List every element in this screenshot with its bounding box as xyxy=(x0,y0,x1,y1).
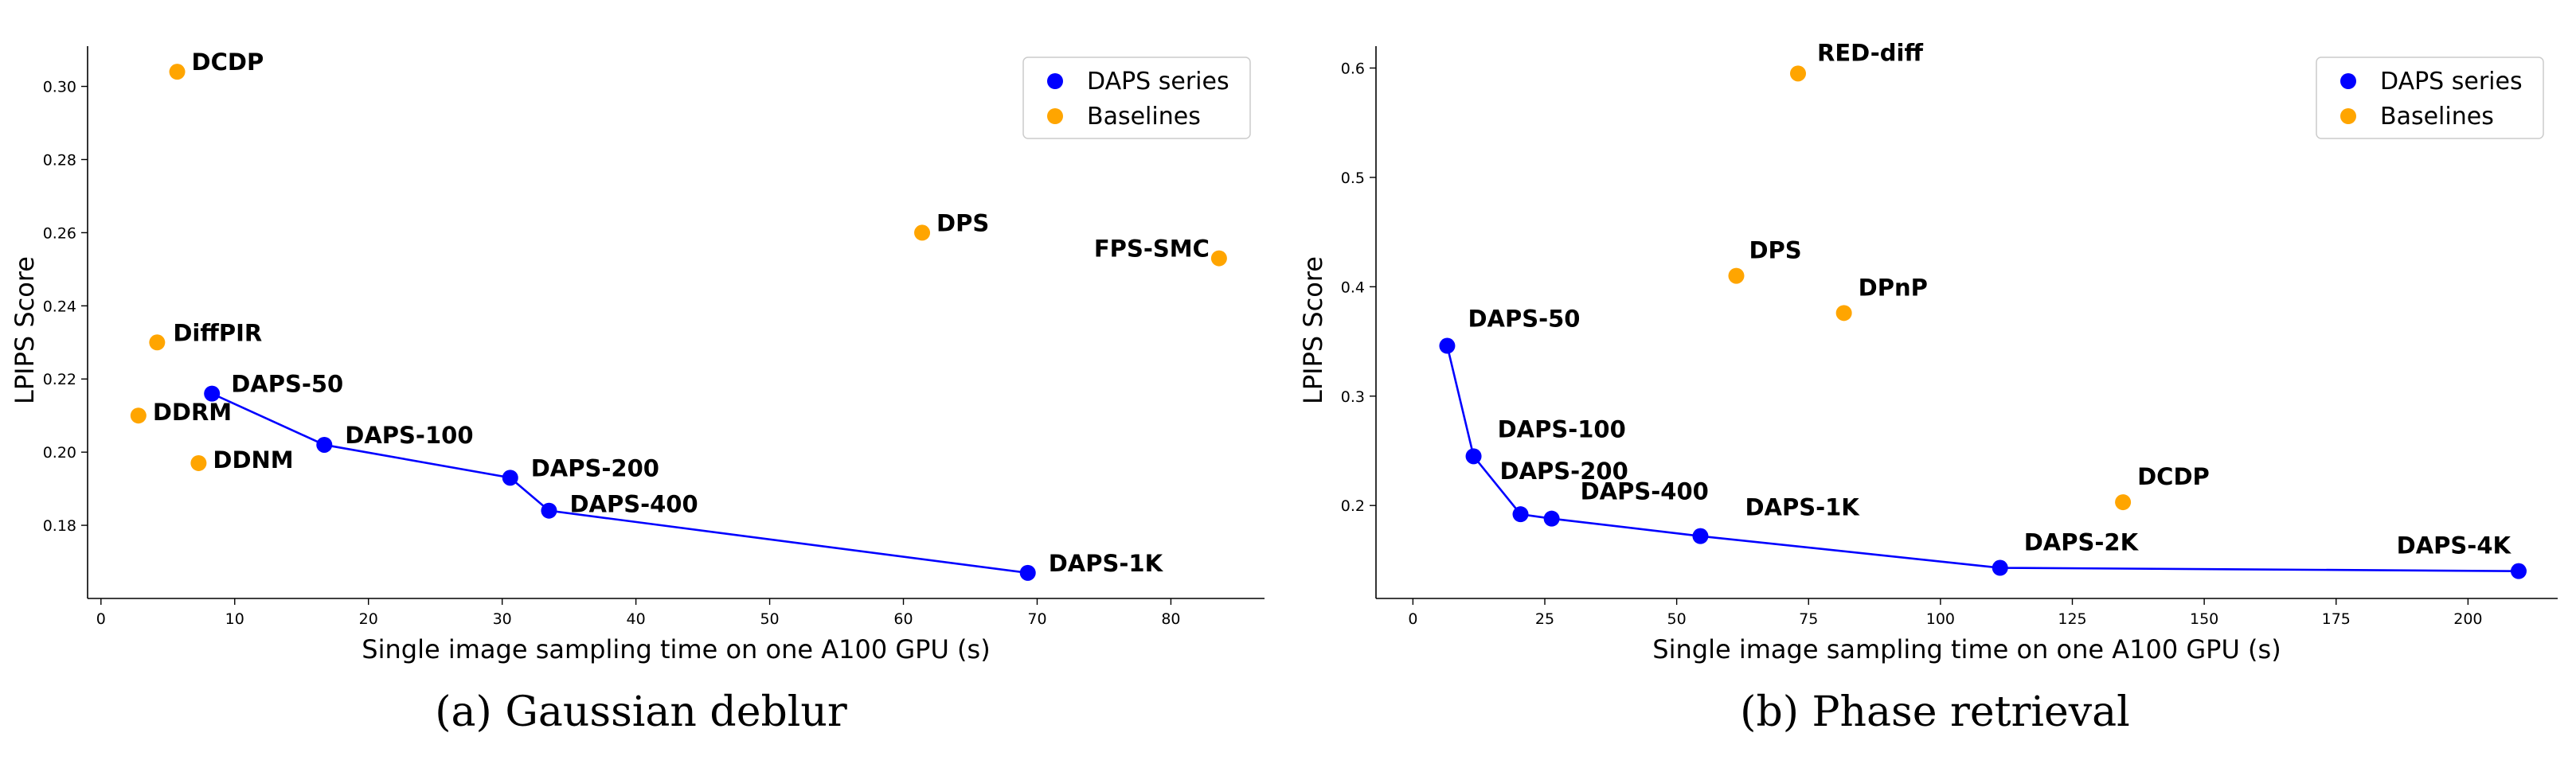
x-tick-label: 60 xyxy=(893,610,913,628)
data-point xyxy=(1992,559,2008,576)
data-point xyxy=(190,454,207,471)
data-point xyxy=(1790,65,1806,82)
x-tick-label: 20 xyxy=(359,610,378,628)
point-label: DAPS-100 xyxy=(1498,415,1626,442)
point-label: DAPS-1K xyxy=(1049,550,1164,577)
point-label: DAPS-50 xyxy=(1468,306,1580,333)
data-point xyxy=(1835,305,1852,322)
x-axis-title: Single image sampling time on one A100 G… xyxy=(362,634,990,665)
legend-box xyxy=(1022,57,1251,139)
point-label: DDRM xyxy=(153,399,232,426)
y-tick-label: 0.30 xyxy=(43,79,76,96)
data-point xyxy=(541,502,557,519)
legend-label: Baselines xyxy=(1087,103,1201,131)
y-tick-label: 0.6 xyxy=(1341,60,1365,77)
x-tick-label: 50 xyxy=(1667,610,1687,628)
point-label: DAPS-1K xyxy=(1745,494,1860,521)
data-point xyxy=(316,436,333,453)
point-label: DCDP xyxy=(192,49,264,76)
legend-marker xyxy=(2340,73,2356,89)
x-tick-label: 100 xyxy=(1926,610,1955,628)
point-label: DAPS-100 xyxy=(345,422,473,449)
legend-label: DAPS series xyxy=(2380,68,2523,95)
data-point xyxy=(130,407,147,424)
chart-panel: 0 10 20 30 40 50 60 70 80 0.18 0.20 0.22 0.24 0.26 0.2… xyxy=(10,46,1265,736)
data-point xyxy=(914,224,931,241)
data-point xyxy=(1210,250,1227,267)
x-tick-label: 40 xyxy=(627,610,646,628)
chart-panel: 0 25 50 75 100 125 150 175 200 0.2 0.3 0.4 0.5 0.6 Sin… xyxy=(1298,39,2558,736)
x-axis-title: Single image sampling time on one A100 G… xyxy=(1652,634,2281,665)
data-point xyxy=(2510,563,2527,579)
y-tick-label: 0.2 xyxy=(1341,497,1365,515)
legend: DAPS series Baselines xyxy=(2316,57,2544,139)
y-tick-label: 0.22 xyxy=(43,371,76,388)
data-point xyxy=(1019,564,1036,581)
data-point xyxy=(2115,494,2132,511)
legend-marker xyxy=(1047,108,1063,124)
point-label: DPnP xyxy=(1859,274,1928,301)
panel-caption: (b) Phase retrieval xyxy=(1740,688,2130,736)
x-tick-label: 125 xyxy=(2058,610,2086,628)
y-tick-label: 0.28 xyxy=(43,151,76,169)
y-tick-label: 0.4 xyxy=(1341,279,1365,296)
x-tick-label: 200 xyxy=(2453,610,2482,628)
legend: DAPS series Baselines xyxy=(1022,57,1251,139)
y-tick-label: 0.26 xyxy=(43,224,76,242)
legend-marker xyxy=(1047,73,1063,89)
y-axis-title: LPIPS Score xyxy=(10,256,40,404)
point-label: FPS-SMC xyxy=(1094,236,1210,263)
legend-box xyxy=(2316,57,2544,139)
x-tick-label: 0 xyxy=(96,610,106,628)
point-label: DAPS-4K xyxy=(2397,532,2512,559)
y-tick-label: 0.5 xyxy=(1341,170,1365,187)
x-tick-label: 50 xyxy=(760,610,779,628)
data-point xyxy=(1439,337,1456,354)
point-label: DDNM xyxy=(213,446,293,474)
x-tick-label: 70 xyxy=(1027,610,1046,628)
point-label: DCDP xyxy=(2137,463,2210,490)
point-label: DPS xyxy=(936,209,989,236)
data-point xyxy=(204,385,221,402)
y-tick-label: 0.18 xyxy=(43,517,76,535)
data-point xyxy=(1512,506,1529,523)
y-tick-label: 0.20 xyxy=(43,444,76,462)
x-tick-label: 10 xyxy=(225,610,244,628)
point-label: DPS xyxy=(1749,237,1801,264)
point-label: DAPS-400 xyxy=(1581,478,1709,505)
series-line xyxy=(211,392,1028,575)
point-label: DAPS-200 xyxy=(1500,458,1628,485)
x-tick-label: 25 xyxy=(1535,610,1554,628)
data-point xyxy=(1543,510,1560,527)
y-axis-title: LPIPS Score xyxy=(1298,256,1328,404)
point-label: DAPS-200 xyxy=(531,454,659,481)
y-tick-label: 0.24 xyxy=(43,298,76,315)
data-point xyxy=(169,64,186,80)
data-point xyxy=(149,334,166,351)
legend-marker xyxy=(2340,108,2356,124)
point-label: DAPS-2K xyxy=(2024,529,2140,556)
data-point xyxy=(1692,528,1709,544)
x-tick-label: 0 xyxy=(1408,610,1417,628)
data-point xyxy=(1465,448,1482,465)
point-label: RED-diff xyxy=(1817,39,1923,66)
legend-label: DAPS series xyxy=(1087,68,1229,95)
x-tick-label: 150 xyxy=(2190,610,2218,628)
x-tick-label: 80 xyxy=(1161,610,1180,628)
x-tick-label: 175 xyxy=(2322,610,2351,628)
point-label: DAPS-400 xyxy=(569,491,698,518)
y-tick-label: 0.3 xyxy=(1341,388,1365,406)
point-label: DAPS-50 xyxy=(231,371,343,398)
x-tick-label: 75 xyxy=(1799,610,1818,628)
point-label: DiffPIR xyxy=(173,319,262,346)
data-point xyxy=(1728,267,1745,284)
panel-caption: (a) Gaussian deblur xyxy=(435,688,847,736)
legend-label: Baselines xyxy=(2380,103,2494,131)
data-point xyxy=(502,470,518,486)
x-tick-label: 30 xyxy=(493,610,512,628)
